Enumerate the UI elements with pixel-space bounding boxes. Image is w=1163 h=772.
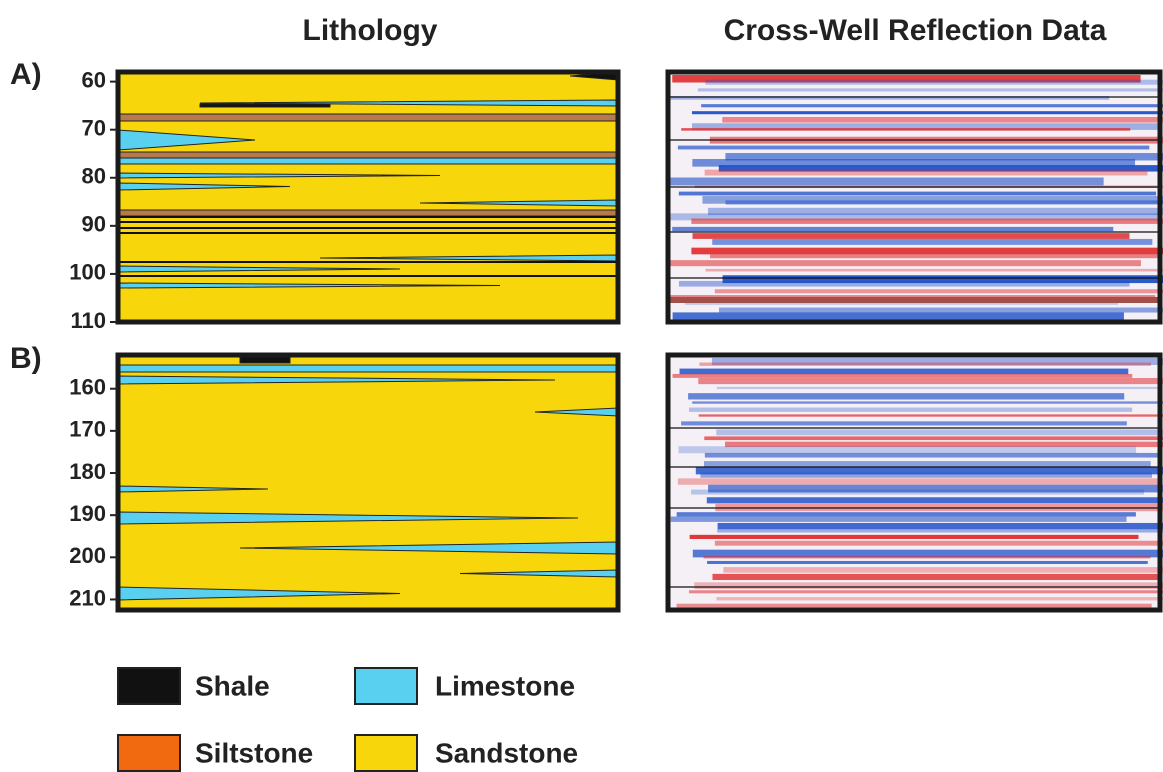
- legend-swatch: [118, 735, 180, 771]
- legend-label: Sandstone: [435, 737, 578, 768]
- depth-tick-label: 70: [82, 116, 106, 141]
- lithology-title: Lithology: [303, 14, 438, 47]
- reflection-stripe: [712, 239, 1152, 245]
- reflection-stripe: [677, 604, 1152, 608]
- rock-layer: [118, 152, 618, 158]
- reflection-stripe: [680, 369, 1129, 375]
- reflection-stripe: [672, 227, 1113, 231]
- depth-tick-label: 80: [82, 164, 106, 189]
- rock-layer: [118, 365, 618, 372]
- reflection-stripe: [704, 436, 1163, 440]
- reflection-stripe: [707, 561, 1148, 564]
- reflection-stripe: [707, 497, 1163, 503]
- reflection-stripe: [668, 260, 1141, 266]
- reflection-stripe: [673, 374, 1133, 378]
- reflection-stripe: [698, 88, 1163, 91]
- depth-tick-label: 200: [69, 543, 106, 568]
- reflection-stripe: [717, 529, 1163, 532]
- reflection-panel: [668, 72, 1163, 322]
- reflection-stripe: [688, 393, 1124, 399]
- depth-tick-label: 170: [69, 417, 106, 442]
- reflection-stripe: [704, 461, 1151, 467]
- rock-layer: [118, 114, 618, 121]
- depth-tick-label: 100: [69, 260, 106, 285]
- reflection-stripe: [693, 233, 1130, 239]
- reflection-stripe: [689, 408, 1132, 412]
- reflection-stripe: [715, 289, 1163, 293]
- reflection-stripe: [700, 473, 1152, 478]
- reflection-stripe: [691, 219, 1163, 224]
- reflection-title: Cross-Well Reflection Data: [724, 14, 1107, 47]
- rock-layer: [118, 158, 618, 164]
- reflection-stripe: [679, 192, 1156, 196]
- reflection-stripe: [712, 574, 1162, 580]
- reflection-stripe: [710, 254, 1158, 258]
- reflection-stripe: [716, 597, 1163, 600]
- depth-tick-label: 180: [69, 459, 106, 484]
- rock-layer: [200, 104, 330, 107]
- legend-label: Limestone: [435, 670, 575, 701]
- legend-label: Shale: [195, 670, 270, 701]
- figure: Lithology Cross-Well Reflection Data A) …: [0, 0, 1163, 772]
- reflection-stripe: [705, 170, 1148, 176]
- legend-swatch: [355, 668, 417, 704]
- reflection-stripe: [717, 387, 1160, 389]
- reflection-stripe: [719, 308, 1163, 313]
- legend-swatch: [118, 668, 180, 704]
- lithology-panel: [118, 72, 618, 322]
- reflection-stripe: [718, 523, 1163, 529]
- lithology-panel: [118, 355, 618, 610]
- reflection-stripe: [681, 128, 1130, 130]
- depth-tick-label: 60: [82, 67, 106, 92]
- reflection-stripe: [681, 421, 1127, 425]
- reflection-stripe: [715, 541, 1163, 546]
- reflection-stripe: [699, 363, 1151, 366]
- reflection-stripe: [694, 582, 1163, 589]
- depth-tick-label: 190: [69, 501, 106, 526]
- panel-label: A): [10, 58, 42, 91]
- depth-tick-label: 110: [71, 308, 107, 333]
- reflection-panel: [668, 355, 1163, 610]
- reflection-stripe: [692, 111, 1163, 114]
- legend-swatch: [355, 735, 417, 771]
- reflection-stripe: [699, 414, 1163, 416]
- legend-label: Siltstone: [195, 737, 313, 768]
- reflection-stripe: [691, 490, 1144, 495]
- reflection-stripe: [723, 567, 1163, 573]
- panel-label: B): [10, 342, 42, 375]
- reflection-stripe: [701, 104, 1163, 107]
- reflection-stripe: [704, 556, 1151, 558]
- depth-tick-label: 210: [69, 585, 106, 610]
- reflection-stripe: [690, 535, 1139, 539]
- reflection-stripe: [671, 517, 1127, 522]
- reflection-stripe: [722, 117, 1163, 123]
- reflection-stripe: [677, 512, 1136, 516]
- reflection-stripe: [716, 429, 1163, 435]
- reflection-stripe: [679, 281, 1130, 287]
- reflection-stripe: [678, 146, 1149, 150]
- reflection-stripe: [726, 200, 1163, 204]
- reflection-stripe: [706, 269, 1163, 272]
- reflection-stripe: [692, 401, 1163, 403]
- reflection-stripe: [670, 178, 1104, 186]
- reflection-stripe: [725, 442, 1163, 447]
- reflection-stripe: [679, 446, 1137, 453]
- reflection-stripe: [689, 590, 1163, 593]
- depth-tick-label: 160: [69, 375, 106, 400]
- reflection-stripe: [673, 312, 1124, 320]
- depth-tick-label: 90: [82, 212, 106, 237]
- reflection-band: [668, 297, 1160, 303]
- reflection-stripe: [678, 478, 1163, 484]
- reflection-stripe: [705, 453, 1160, 458]
- reflection-stripe: [705, 80, 1163, 85]
- reflection-stripe: [691, 248, 1163, 255]
- reflection-stripe: [698, 378, 1163, 384]
- rock-layer: [118, 210, 618, 216]
